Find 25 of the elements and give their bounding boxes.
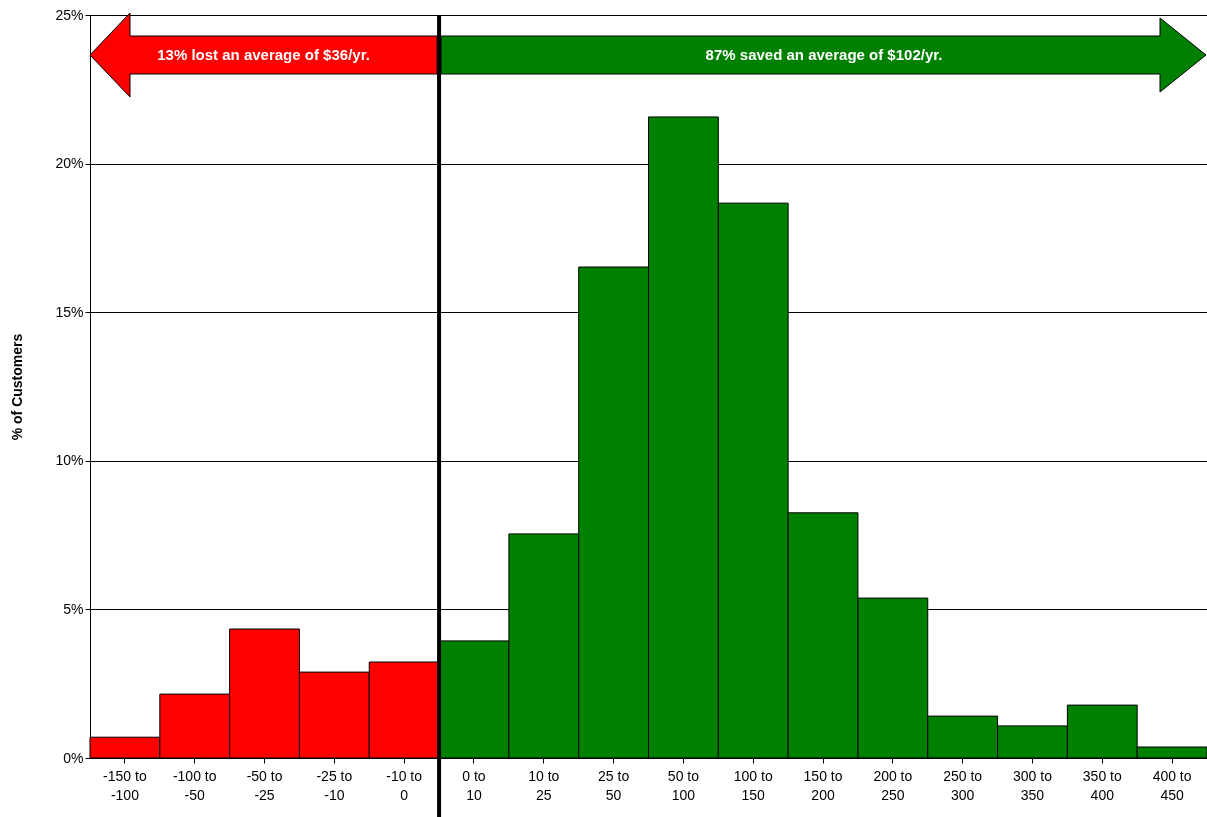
x-tick-label: 100 to 150 xyxy=(733,767,773,803)
x-tick-label: -150 to -100 xyxy=(103,767,147,803)
y-axis-title: % of Customers xyxy=(9,333,26,441)
x-tick-label: -10 to 0 xyxy=(386,767,423,803)
x-tick-label: 50 to 100 xyxy=(667,767,700,803)
annotation: 13% lost an average of $36/yr. xyxy=(157,46,370,63)
x-tick-label: 0 to 10 xyxy=(462,767,486,803)
y-tick-label: 25% xyxy=(55,6,84,23)
x-tick-label: -25 to -10 xyxy=(316,767,353,803)
x-tick-label: -100 to -50 xyxy=(172,767,217,803)
x-tick-label: -50 to -25 xyxy=(246,767,283,803)
x-tick-label: 350 to 400 xyxy=(1082,767,1122,803)
x-tick-label: 10 to 25 xyxy=(528,767,560,803)
x-tick-label: 250 to 300 xyxy=(943,767,983,803)
x-tick-label: 150 to 200 xyxy=(803,767,843,803)
y-tick-label: 15% xyxy=(55,303,84,320)
y-tick-label: 5% xyxy=(63,600,84,617)
x-tick-label: 300 to 350 xyxy=(1013,767,1053,803)
annotation: 87% saved an average of $102/yr. xyxy=(705,46,943,63)
y-tick-label: 10% xyxy=(55,452,84,469)
x-tick-label: 200 to 250 xyxy=(873,767,913,803)
x-tick-label: 400 to 450 xyxy=(1152,767,1192,803)
y-tick-label: 0% xyxy=(63,749,84,766)
x-tick-label: 25 to 50 xyxy=(598,767,630,803)
y-tick-label: 20% xyxy=(55,155,84,172)
